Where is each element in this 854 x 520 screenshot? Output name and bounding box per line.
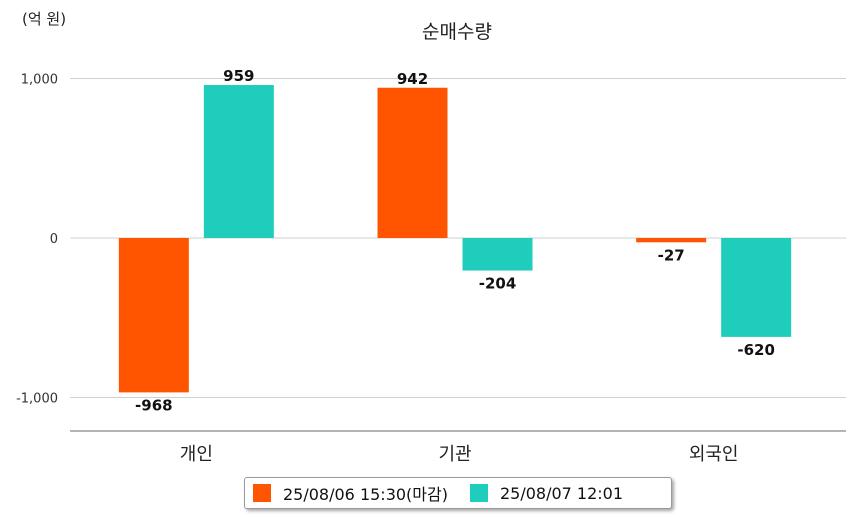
data-label: -620 (737, 341, 775, 359)
y-tick-label: -1,000 (16, 392, 58, 407)
bar-series-1[interactable] (636, 238, 707, 243)
category-label: 외국인 (689, 444, 739, 465)
category-label: 개인 (180, 444, 213, 465)
y-axis: 1,000 0 -1,000 (16, 73, 58, 407)
data-label: -968 (135, 396, 173, 414)
bar-series-2[interactable] (721, 238, 792, 337)
gridlines (70, 78, 846, 398)
data-label: 942 (397, 70, 428, 88)
legend-swatch-series-2 (469, 484, 488, 502)
data-label: -27 (658, 246, 685, 264)
data-label: -204 (479, 275, 517, 293)
bar-series-1[interactable] (377, 87, 448, 238)
bar-series-2[interactable] (203, 85, 274, 239)
chart-title: 순매수량 (422, 21, 492, 43)
legend-label-series-2: 25/08/07 12:01 (499, 483, 624, 503)
legend: 25/08/06 15:30(마감) 25/08/07 12:01 (244, 477, 672, 509)
legend-label-series-1: 25/08/06 15:30(마감) (283, 485, 448, 504)
bar-series-1[interactable] (118, 238, 189, 393)
legend-item-series-1[interactable]: 25/08/06 15:30(마감) (253, 481, 448, 505)
unit-label: (억 원) (22, 10, 66, 28)
data-labels: -968 959 942 -204 -27 -620 (135, 67, 775, 414)
bars (118, 85, 792, 393)
x-axis: 개인 기관 외국인 (180, 444, 739, 465)
category-label: 기관 (438, 444, 471, 465)
legend-item-series-2[interactable]: 25/08/07 12:01 (469, 483, 624, 503)
legend-swatch-series-1 (253, 484, 271, 502)
data-label: 959 (223, 67, 254, 85)
y-tick-label: 1,000 (21, 73, 58, 88)
y-tick-label: 0 (50, 232, 58, 247)
bar-series-2[interactable] (462, 238, 533, 271)
